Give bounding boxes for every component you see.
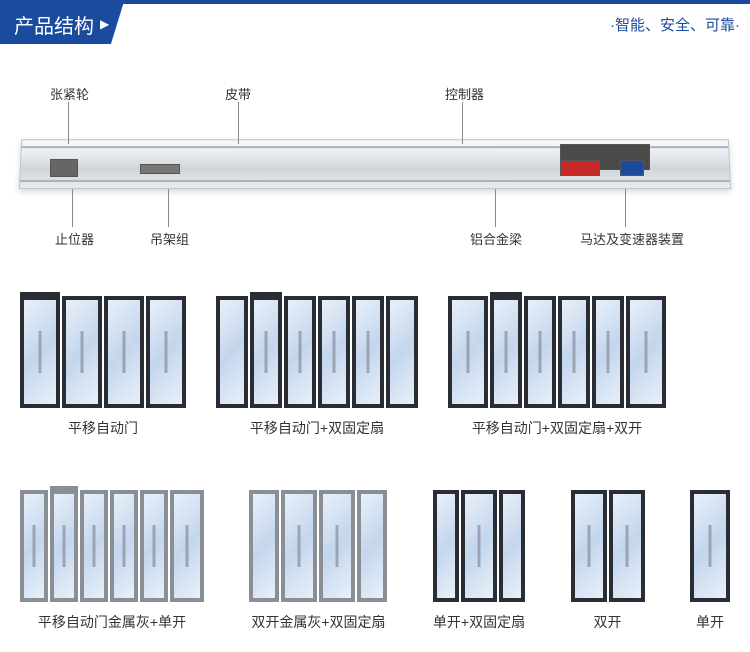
door-panel [318,296,350,408]
door-panel [558,296,590,408]
hanger-component [140,164,180,174]
door-type-item: 双开 [571,482,645,632]
motor-blue-component [620,160,644,176]
tagline: ·智能、安全、可靠· [610,14,740,35]
door-graphic [20,482,204,602]
door-panel [571,490,607,602]
door-panel [448,296,488,408]
door-panel [110,490,138,602]
leader-line [625,189,626,227]
door-panel [499,490,525,602]
door-panel [104,296,144,408]
leader-line [68,102,69,144]
door-type-item: 平移自动门金属灰+单开 [20,482,204,632]
door-type-item: 平移自动门+双固定扇+双开 [448,288,666,438]
door-type-label: 平移自动门 [68,418,138,438]
page-title: 产品结构 [14,10,94,39]
door-types-row2: 平移自动门金属灰+单开 双开金属灰+双固定扇 单开+双固定扇 双开 单开 [0,458,750,652]
door-topbar [250,292,282,300]
door-panel [433,490,459,602]
door-type-label: 双开 [594,612,622,632]
header-bar: 产品结构 ▶ ·智能、安全、可靠· [0,0,750,44]
triangle-icon: ▶ [100,17,109,31]
door-panel [250,296,282,408]
leader-line [495,189,496,227]
leader-line [72,189,73,227]
door-panel [216,296,248,408]
door-graphic [433,482,525,602]
door-types-row1: 平移自动门 平移自动门+双固定扇 平移自动门+双固定扇+双开 [0,264,750,458]
door-panel [690,490,730,602]
door-panel [626,296,666,408]
structure-diagram: 张紧轮 皮带 控制器止位器 吊架组 铝合金梁 马达及变速器装置 [0,84,750,264]
door-panel [357,490,387,602]
diagram-label: 止位器 [55,229,94,248]
door-graphic [216,288,418,408]
door-panel [490,296,522,408]
diagram-label: 控制器 [445,84,484,103]
door-panel [146,296,186,408]
leader-line [168,189,169,227]
door-panel [20,296,60,408]
diagram-label: 张紧轮 [50,84,89,103]
door-graphic [20,288,186,408]
door-panel [592,296,624,408]
door-panel [140,490,168,602]
door-panel [170,490,204,602]
door-panel [284,296,316,408]
door-type-item: 双开金属灰+双固定扇 [249,482,387,632]
door-panel [609,490,645,602]
diagram-label: 吊架组 [150,229,189,248]
door-type-item: 平移自动门 [20,288,186,438]
motor-red-component [560,160,600,176]
door-panel [20,490,48,602]
door-type-item: 平移自动门+双固定扇 [216,288,418,438]
leader-line [462,102,463,144]
door-type-label: 单开 [696,612,724,632]
door-panel [80,490,108,602]
door-type-label: 平移自动门+双固定扇 [250,418,384,438]
diagram-label: 铝合金梁 [470,229,522,248]
door-panel [352,296,384,408]
leader-line [238,102,239,144]
door-type-label: 平移自动门+双固定扇+双开 [472,418,642,438]
door-type-label: 双开金属灰+双固定扇 [251,612,385,632]
diagram-label: 皮带 [225,84,251,103]
door-type-item: 单开 [690,482,730,632]
door-graphic [690,482,730,602]
door-topbar [20,292,60,300]
door-panel [461,490,497,602]
door-graphic [249,482,387,602]
door-panel [62,296,102,408]
door-type-item: 单开+双固定扇 [433,482,525,632]
door-graphic [448,288,666,408]
door-panel [281,490,317,602]
diagram-label: 马达及变速器装置 [580,229,684,248]
door-graphic [571,482,645,602]
door-panel [386,296,418,408]
door-type-label: 平移自动门金属灰+单开 [38,612,186,632]
title-box: 产品结构 ▶ [0,4,123,44]
door-panel [249,490,279,602]
door-panel [524,296,556,408]
door-type-label: 单开+双固定扇 [433,612,525,632]
door-panel [319,490,355,602]
tensioner-component [50,159,78,177]
door-topbar [50,486,78,494]
door-panel [50,490,78,602]
door-topbar [490,292,522,300]
